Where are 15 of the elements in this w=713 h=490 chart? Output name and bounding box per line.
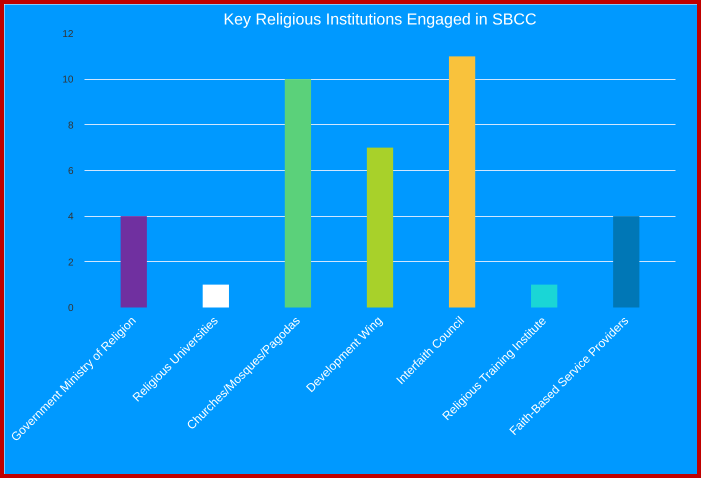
y-tick-label: 10 [62,74,74,86]
bar [202,284,229,308]
y-tick-label: 8 [68,120,74,132]
bar [531,284,558,308]
y-tick-label: 0 [68,303,74,314]
bar [120,216,147,308]
bar [613,216,640,308]
y-tick-label: 4 [68,212,74,223]
bar [448,56,476,308]
y-tick-label: 6 [68,166,74,177]
chart-title: Key Religious Institutions Engaged in SBCC [223,12,537,28]
bar [366,148,394,308]
y-tick-label: 12 [62,29,74,40]
bar [284,79,312,308]
y-tick-label: 2 [68,257,74,268]
